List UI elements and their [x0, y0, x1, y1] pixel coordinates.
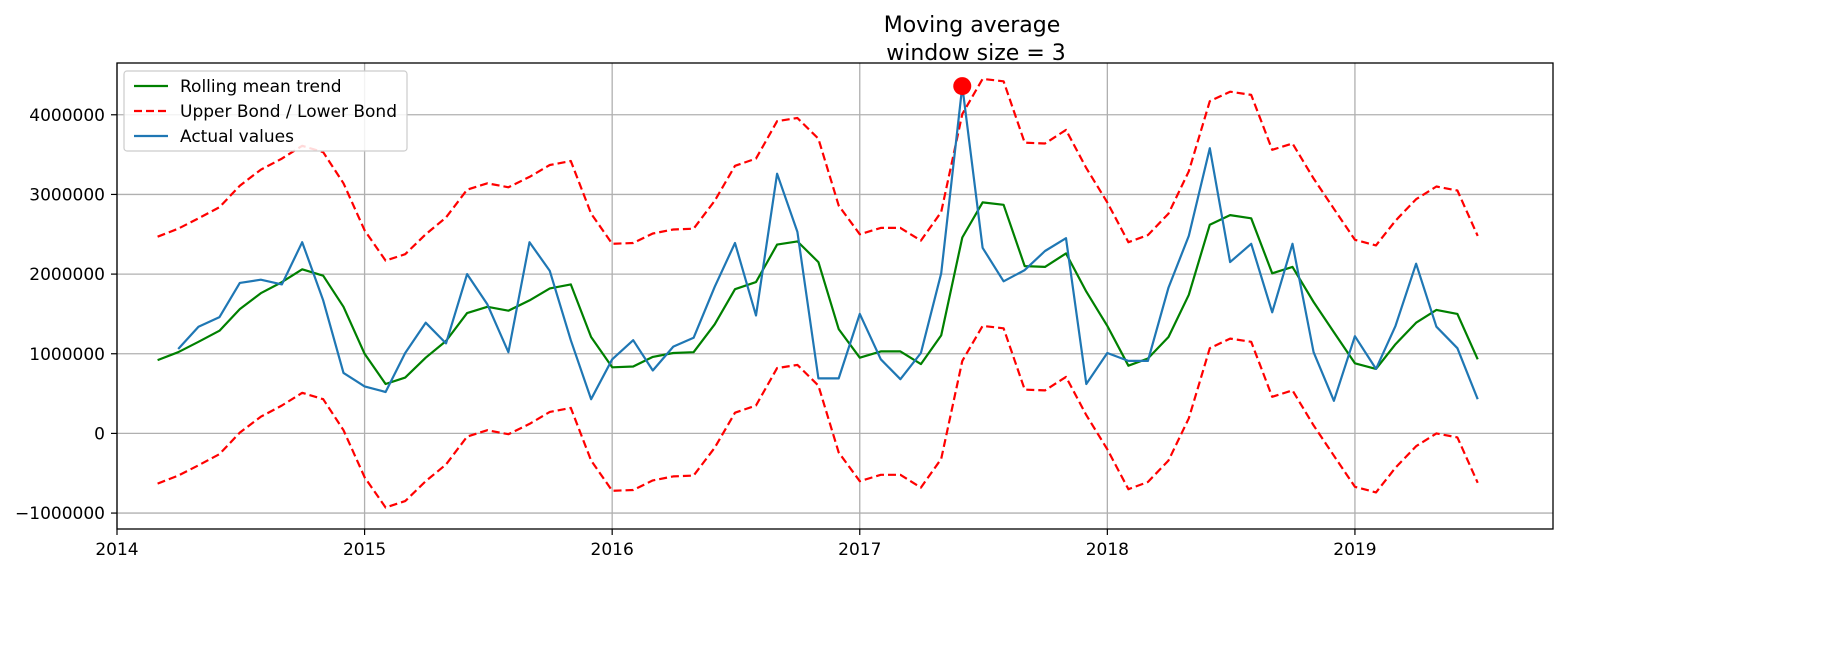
legend-label: Upper Bond / Lower Bond — [180, 102, 397, 122]
anomaly-point — [953, 77, 972, 96]
y-tick-label: 2000000 — [29, 265, 105, 285]
anomaly-layer — [953, 77, 972, 96]
x-tick-label: 2019 — [1333, 540, 1376, 560]
x-tick-label: 2014 — [95, 540, 138, 560]
x-tick-label: 2018 — [1086, 540, 1129, 560]
series-line-lower-bond — [157, 324, 1479, 509]
axes-frame — [116, 62, 1554, 530]
series-layer — [157, 77, 1479, 509]
series-line-actual-values — [177, 85, 1479, 402]
y-tick-label: 3000000 — [29, 185, 105, 205]
y-tick-label: 0 — [94, 424, 105, 444]
series-line-upper-bond-lower-bond — [157, 77, 1479, 262]
series-line-rolling-mean-trend — [157, 201, 1479, 386]
legend-label: Actual values — [180, 127, 294, 147]
chart-title: Moving average — [884, 13, 1061, 38]
y-tick-label: −1000000 — [15, 504, 105, 524]
x-tick-label: 2016 — [591, 540, 634, 560]
chart-subtitle: window size = 3 — [886, 41, 1066, 66]
x-tick-label: 2017 — [838, 540, 881, 560]
y-tick-label: 1000000 — [29, 345, 105, 365]
legend-label: Rolling mean trend — [180, 77, 342, 97]
x-tick-label: 2015 — [343, 540, 386, 560]
ticks-layer: 2014 2015 2016 2017 2018 2019 −1000000 0 1000000… — [15, 106, 1377, 560]
legend: Rolling mean trend Upper Bond / Lower Bon… — [123, 70, 408, 152]
legend-box — [123, 70, 408, 152]
y-tick-label: 4000000 — [29, 106, 105, 126]
